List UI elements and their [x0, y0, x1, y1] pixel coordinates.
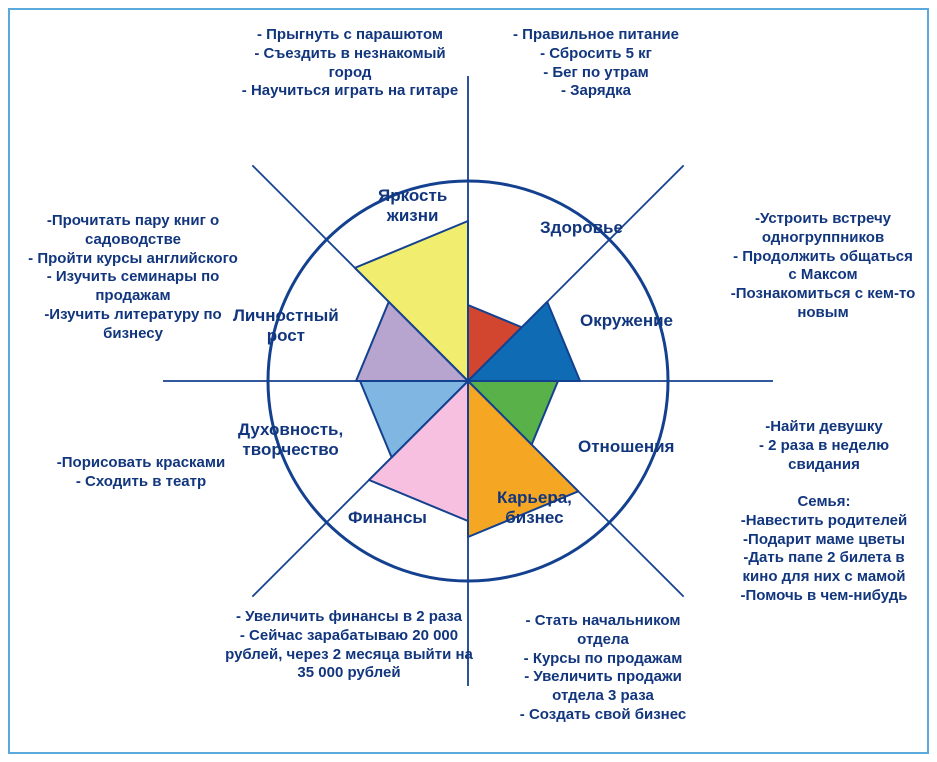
- life-wheel-diagram: ЗдоровьеОкружениеОтношенияКарьера, бизне…: [0, 0, 937, 762]
- notes-relations: -Найти девушку - 2 раза в неделю свидани…: [724, 418, 924, 606]
- notes-spirit: -Порисовать красками - Сходить в театр: [46, 454, 236, 492]
- notes-growth: -Прочитать пару книг о садоводстве - Про…: [28, 212, 238, 343]
- notes-environment: -Устроить встречу одногруппников - Продо…: [728, 210, 918, 323]
- notes-brightness: - Прыгнуть с парашютом - Съездить в незн…: [240, 26, 460, 101]
- notes-career: - Стать начальником отдела - Курсы по пр…: [498, 612, 708, 725]
- notes-health: - Правильное питание - Сбросить 5 кг - Б…: [506, 26, 686, 101]
- notes-finance: - Увеличить финансы в 2 раза - Сейчас за…: [224, 608, 474, 683]
